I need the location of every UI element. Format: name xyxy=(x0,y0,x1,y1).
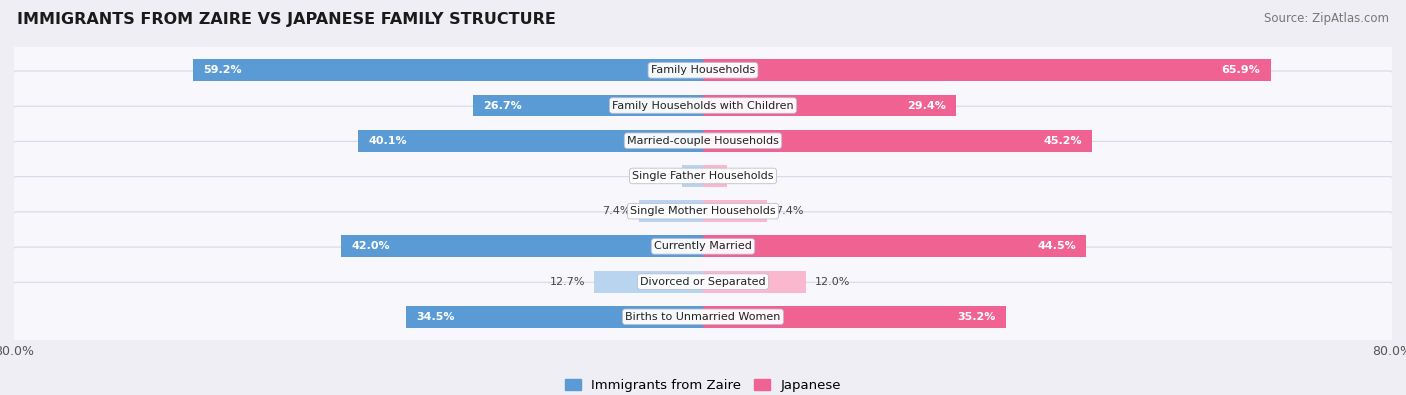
Text: 26.7%: 26.7% xyxy=(484,100,522,111)
Text: 7.4%: 7.4% xyxy=(775,206,804,216)
Bar xyxy=(342,235,703,257)
Text: 35.2%: 35.2% xyxy=(957,312,995,322)
Bar xyxy=(703,94,956,117)
Text: Births to Unmarried Women: Births to Unmarried Women xyxy=(626,312,780,322)
Bar xyxy=(703,200,766,222)
Bar xyxy=(357,130,703,152)
Text: 2.8%: 2.8% xyxy=(735,171,765,181)
FancyBboxPatch shape xyxy=(11,247,1395,316)
Text: Single Mother Households: Single Mother Households xyxy=(630,206,776,216)
FancyBboxPatch shape xyxy=(11,212,1395,281)
FancyBboxPatch shape xyxy=(11,282,1395,351)
Bar xyxy=(193,59,703,81)
Text: 29.4%: 29.4% xyxy=(907,100,946,111)
Text: 7.4%: 7.4% xyxy=(602,206,631,216)
Bar xyxy=(682,165,703,187)
Text: 65.9%: 65.9% xyxy=(1222,65,1260,75)
Text: 12.7%: 12.7% xyxy=(550,276,585,287)
Bar xyxy=(406,306,703,328)
FancyBboxPatch shape xyxy=(11,71,1395,140)
Bar xyxy=(472,94,703,117)
Text: 12.0%: 12.0% xyxy=(815,276,851,287)
Text: 44.5%: 44.5% xyxy=(1038,241,1076,251)
Bar xyxy=(703,306,1007,328)
FancyBboxPatch shape xyxy=(11,36,1395,105)
Bar xyxy=(703,235,1087,257)
Text: 45.2%: 45.2% xyxy=(1043,136,1083,146)
FancyBboxPatch shape xyxy=(11,177,1395,246)
Bar xyxy=(703,59,1271,81)
Text: 42.0%: 42.0% xyxy=(352,241,391,251)
FancyBboxPatch shape xyxy=(11,141,1395,211)
Legend: Immigrants from Zaire, Japanese: Immigrants from Zaire, Japanese xyxy=(560,374,846,395)
Bar xyxy=(703,130,1092,152)
Text: Family Households: Family Households xyxy=(651,65,755,75)
Text: Married-couple Households: Married-couple Households xyxy=(627,136,779,146)
Text: Divorced or Separated: Divorced or Separated xyxy=(640,276,766,287)
FancyBboxPatch shape xyxy=(11,106,1395,175)
Bar xyxy=(640,200,703,222)
Text: Currently Married: Currently Married xyxy=(654,241,752,251)
Text: Family Households with Children: Family Households with Children xyxy=(612,100,794,111)
Text: IMMIGRANTS FROM ZAIRE VS JAPANESE FAMILY STRUCTURE: IMMIGRANTS FROM ZAIRE VS JAPANESE FAMILY… xyxy=(17,12,555,27)
Text: Single Father Households: Single Father Households xyxy=(633,171,773,181)
Text: 40.1%: 40.1% xyxy=(368,136,406,146)
Bar xyxy=(703,271,807,293)
Text: Source: ZipAtlas.com: Source: ZipAtlas.com xyxy=(1264,12,1389,25)
Text: 2.4%: 2.4% xyxy=(645,171,673,181)
Text: 34.5%: 34.5% xyxy=(416,312,454,322)
Text: 59.2%: 59.2% xyxy=(204,65,242,75)
Bar xyxy=(703,165,727,187)
Bar xyxy=(593,271,703,293)
